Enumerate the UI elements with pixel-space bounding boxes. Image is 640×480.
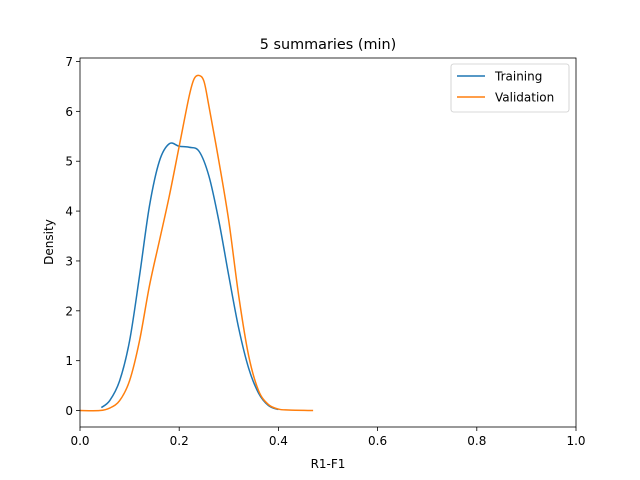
legend-label: Training	[494, 70, 542, 84]
legend-label: Validation	[495, 91, 554, 105]
y-tick-label: 0	[65, 404, 73, 418]
series-line-validation	[79, 74, 314, 412]
x-tick-label: 1.0	[566, 434, 585, 448]
legend: Training Validation	[450, 63, 570, 113]
x-axis-label: R1-F1	[311, 457, 346, 471]
plot-area	[79, 74, 314, 412]
series-line-training	[100, 142, 279, 411]
plot-frame	[79, 57, 577, 428]
x-tick-label: 0.8	[467, 434, 486, 448]
y-axis: 0 1 2 3 4 5 6 7	[65, 55, 80, 418]
x-tick-label: 0.0	[70, 434, 89, 448]
y-axis-label: Density	[42, 219, 56, 265]
y-tick-label: 7	[65, 55, 73, 69]
x-tick-label: 0.4	[269, 434, 288, 448]
y-tick-label: 3	[65, 254, 73, 268]
y-tick-label: 1	[65, 354, 73, 368]
x-axis: 0.0 0.2 0.4 0.6 0.8 1.0	[70, 427, 586, 448]
x-tick-label: 0.2	[170, 434, 189, 448]
y-tick-label: 5	[65, 155, 73, 169]
y-tick-label: 6	[65, 105, 73, 119]
y-tick-label: 2	[65, 304, 73, 318]
chart-title: 5 summaries (min)	[260, 37, 396, 53]
x-tick-label: 0.6	[368, 434, 387, 448]
y-tick-label: 4	[65, 205, 73, 219]
